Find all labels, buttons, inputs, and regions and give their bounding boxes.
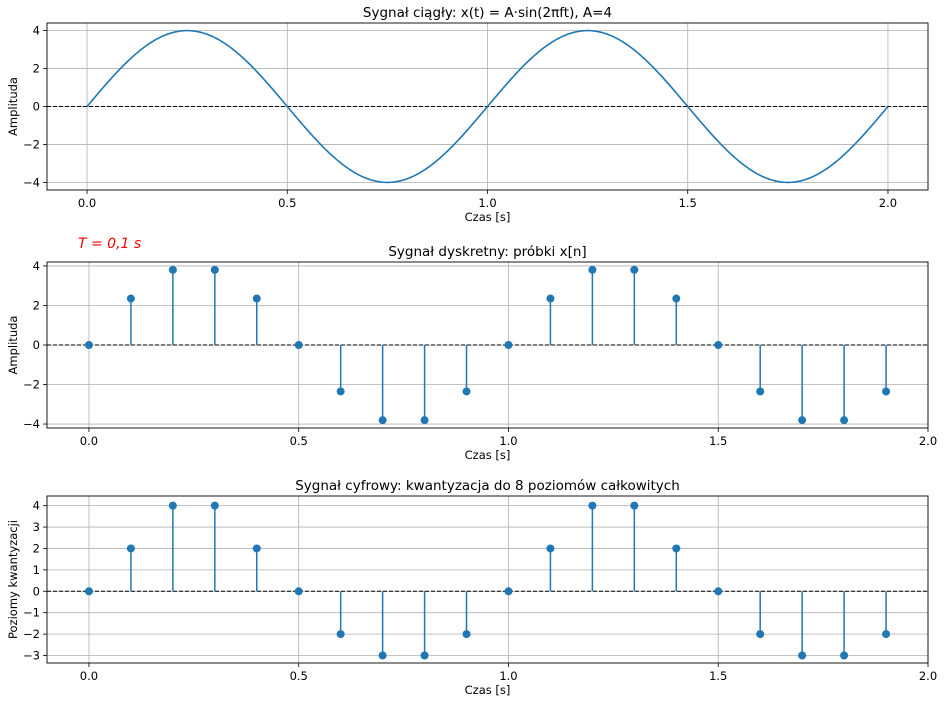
chart-title: Sygnał ciągły: x(t) = A·sin(2πft), A=4 — [363, 5, 612, 21]
stem-marker — [420, 651, 429, 660]
x-tick-label: 0.5 — [278, 196, 296, 210]
x-tick-label: 0.0 — [80, 434, 98, 448]
chart-title: Sygnał cyfrowy: kwantyzacja do 8 poziomó… — [295, 478, 680, 494]
chart-title: Sygnał dyskretny: próbki x[n] — [388, 244, 586, 260]
y-tick-label: 3 — [33, 520, 40, 534]
y-tick-label: −3 — [23, 649, 40, 663]
y-tick-label: 1 — [33, 563, 40, 577]
x-tick-label: 0.0 — [78, 196, 96, 210]
y-tick-label: 0 — [33, 584, 40, 598]
y-tick-label: 4 — [33, 499, 40, 513]
y-tick-label: 2 — [33, 541, 40, 555]
y-tick-label: −1 — [23, 606, 40, 620]
stem-marker — [168, 265, 177, 274]
subplot-1: 0.0 0.5 1.0 1.5 2.0 −4 −2 0 2 4 Sygnał ciągły: x(t… — [6, 5, 929, 224]
stem-marker — [336, 387, 345, 396]
y-axis-label: Amplituda — [6, 77, 20, 136]
stem-marker — [294, 587, 303, 596]
stem-marker — [294, 341, 303, 349]
y-tick-label: −2 — [23, 627, 40, 641]
stem-marker — [504, 587, 513, 596]
x-tick-label: 1.0 — [499, 669, 517, 683]
y-tick-label: −4 — [23, 175, 40, 189]
stem-marker — [252, 544, 261, 553]
stem-marker — [882, 387, 891, 396]
y-tick-label: 2 — [33, 62, 40, 76]
y-tick-label: −4 — [23, 417, 40, 431]
stem-marker — [84, 587, 93, 596]
axes-frame — [46, 495, 929, 664]
y-axis-label: Amplituda — [6, 316, 20, 375]
stem-marker — [462, 630, 471, 639]
y-tick-label: 0 — [33, 100, 40, 114]
subplot-2: 0.0 0.5 1.0 1.5 2.0 −4 −2 0 2 4 Sygnał dyskretny: … — [6, 236, 937, 462]
x-tick-label: 2.0 — [879, 196, 897, 210]
stem-marker — [882, 630, 891, 639]
y-tick-label: 0 — [33, 338, 40, 352]
x-tick-label: 2.0 — [919, 669, 937, 683]
stem-marker — [672, 294, 681, 303]
axes-frame — [46, 22, 929, 191]
y-tick-label: −2 — [23, 378, 40, 392]
stem-marker — [546, 294, 555, 303]
stem-marker — [210, 265, 219, 274]
stem-marker — [630, 501, 639, 510]
x-tick-label: 1.5 — [679, 196, 697, 210]
x-tick-label: 1.5 — [709, 434, 727, 448]
x-axis-label: Czas [s] — [465, 448, 511, 462]
stem-marker — [714, 587, 723, 596]
stem-marker — [168, 501, 177, 510]
x-tick-label: 2.0 — [919, 434, 937, 448]
stem-marker — [126, 544, 135, 553]
stem-marker — [588, 501, 597, 510]
axes-frame — [46, 261, 929, 429]
y-tick-label: 2 — [33, 298, 40, 312]
stem-marker — [378, 416, 387, 425]
stem-marker — [714, 341, 723, 349]
x-tick-label: 0.5 — [290, 434, 308, 448]
y-axis-label: Poziomy kwantyzacji — [6, 520, 20, 639]
x-tick-label: 0.0 — [80, 669, 98, 683]
x-axis-label: Czas [s] — [465, 210, 511, 224]
stem-marker — [378, 651, 387, 660]
sampling-period-annotation: T = 0,1 s — [78, 236, 141, 252]
x-tick-label: 0.5 — [290, 669, 308, 683]
y-tick-label: 4 — [33, 24, 40, 38]
stem-marker — [420, 416, 429, 425]
x-tick-label: 1.0 — [478, 196, 496, 210]
stem-marker — [126, 294, 135, 303]
stem-marker — [336, 630, 345, 639]
y-tick-label: −2 — [23, 137, 40, 151]
stem-marker — [672, 544, 681, 553]
x-tick-label: 1.5 — [709, 669, 727, 683]
stem-marker — [252, 294, 261, 303]
stem-marker — [84, 341, 93, 349]
stem-marker — [462, 387, 471, 396]
stem-marker — [756, 630, 765, 639]
stem-marker — [840, 416, 849, 425]
stem-marker — [504, 341, 513, 349]
stem-marker — [798, 416, 807, 425]
stem-marker — [756, 387, 765, 396]
stem-marker — [798, 651, 807, 660]
x-axis-label: Czas [s] — [465, 683, 511, 697]
stem-marker — [630, 265, 639, 274]
sine-wave-line — [86, 29, 889, 184]
stem-marker — [588, 265, 597, 274]
stem-marker — [546, 544, 555, 553]
stem-marker — [210, 501, 219, 510]
y-tick-label: 4 — [33, 259, 40, 273]
stem-marker — [840, 651, 849, 660]
x-tick-label: 1.0 — [499, 434, 517, 448]
subplot-3: 0.0 0.5 1.0 1.5 2.0 −3 −2 −1 0 1 2 3 4 Sygnał cyfrowy… — [6, 478, 937, 697]
